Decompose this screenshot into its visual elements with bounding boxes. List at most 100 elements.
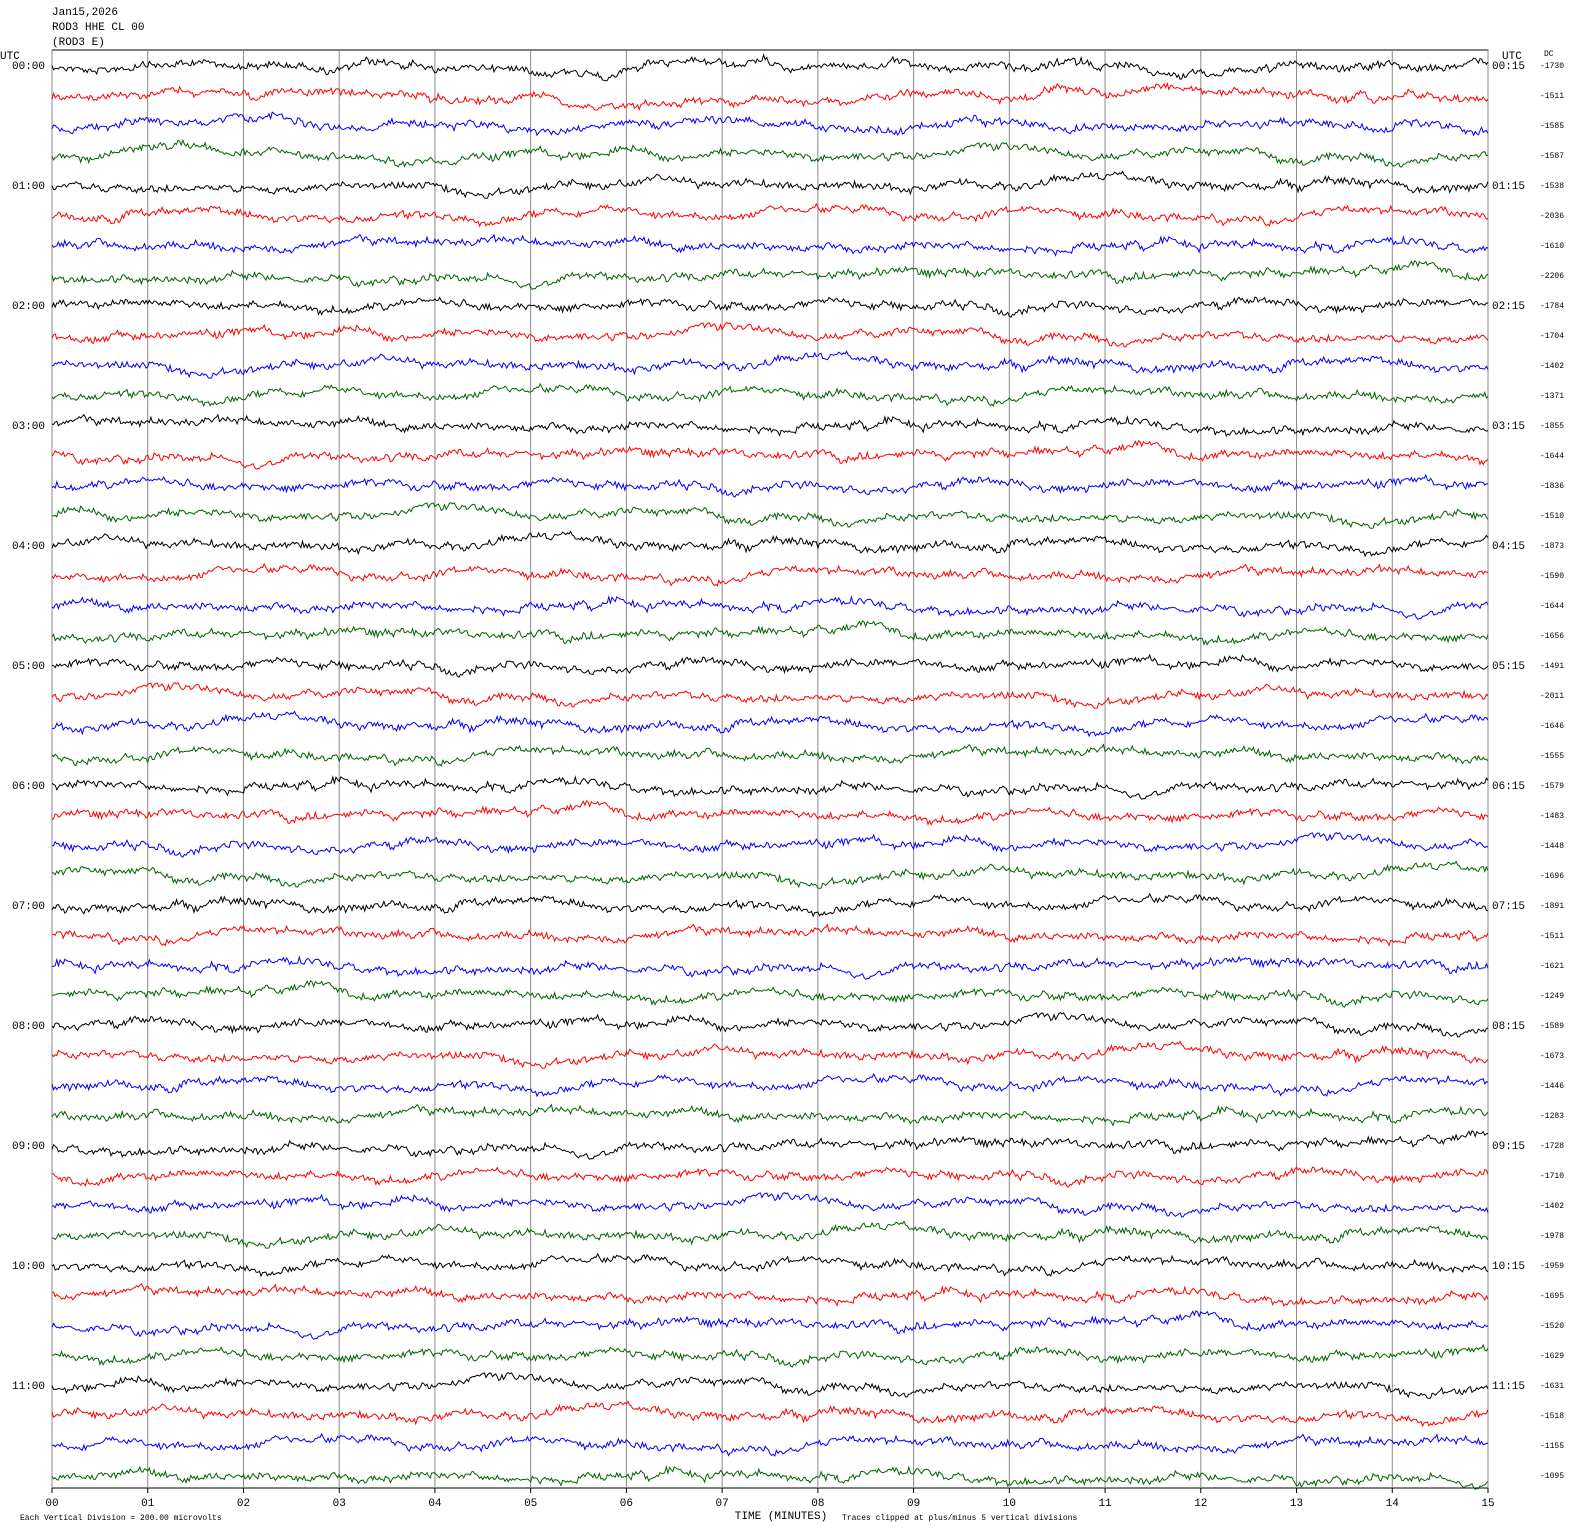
channel: (ROD3 E) (52, 37, 105, 49)
dc-value: -1520 (1540, 1322, 1564, 1331)
dc-value: -2206 (1540, 272, 1564, 281)
trace (51, 1400, 1489, 1428)
right-time: 06:15 (1492, 781, 1525, 793)
x-label: TIME (MINUTES) (735, 1511, 827, 1523)
left-time: 07:00 (12, 901, 45, 913)
right-time: 07:15 (1492, 901, 1525, 913)
station: ROD3 HHE CL 00 (52, 22, 144, 34)
dc-value: -1587 (1540, 152, 1564, 161)
x-tick-label: 11 (1098, 1498, 1112, 1510)
dc-value: -1511 (1540, 932, 1564, 941)
left-unit: UTC (0, 51, 20, 63)
left-time: 00:00 (12, 61, 45, 73)
dc-value: -1579 (1540, 782, 1564, 791)
dc-value: -2011 (1540, 692, 1564, 701)
trace (51, 1432, 1489, 1457)
trace (51, 473, 1488, 498)
left-time: 10:00 (12, 1261, 45, 1273)
dc-value: -1695 (1540, 1292, 1564, 1301)
dc-value: -1978 (1540, 1232, 1564, 1241)
trace (51, 619, 1489, 646)
left-time: 05:00 (12, 661, 45, 673)
trace (51, 1252, 1489, 1278)
dc-value: -1710 (1540, 1172, 1564, 1181)
left-time: 09:00 (12, 1141, 45, 1153)
left-time: 06:00 (12, 781, 45, 793)
left-time: 08:00 (12, 1021, 45, 1033)
x-tick-label: 09 (907, 1498, 920, 1510)
dc-value: -1402 (1540, 1202, 1564, 1211)
right-time: 08:15 (1492, 1021, 1525, 1033)
dc-unit: DC (1544, 50, 1554, 59)
trace (51, 259, 1489, 290)
trace (51, 1103, 1489, 1127)
trace (51, 413, 1489, 437)
dc-value: -1446 (1540, 1082, 1564, 1091)
dc-value: -1610 (1540, 242, 1564, 251)
dc-value: -1873 (1540, 542, 1564, 551)
dc-value: -1959 (1540, 1262, 1564, 1271)
dc-value: -1249 (1540, 992, 1564, 1001)
trace (51, 439, 1489, 470)
trace (51, 1011, 1489, 1038)
dc-value: -1855 (1540, 422, 1564, 431)
dc-value: -1402 (1540, 362, 1564, 371)
x-tick-label: 12 (1194, 1498, 1207, 1510)
x-tick-label: 08 (811, 1498, 824, 1510)
trace (51, 1040, 1489, 1069)
x-tick-label: 04 (428, 1498, 442, 1510)
trace (51, 1129, 1489, 1160)
trace (51, 202, 1489, 228)
dc-value: -1728 (1540, 1142, 1564, 1151)
x-tick-label: 07 (716, 1498, 729, 1510)
trace (51, 321, 1489, 348)
dc-value: -1483 (1540, 812, 1564, 821)
right-unit: UTC (1502, 51, 1522, 63)
dc-value: -1589 (1540, 1022, 1564, 1031)
plot-frame (51, 49, 1489, 1489)
left-time: 03:00 (12, 421, 45, 433)
dc-value: -1155 (1540, 1442, 1564, 1451)
dc-value: -1784 (1540, 302, 1564, 311)
dc-value: -1511 (1540, 92, 1564, 101)
trace (51, 382, 1489, 408)
dc-value: -1283 (1540, 1112, 1564, 1121)
trace (51, 831, 1489, 858)
trace (51, 892, 1489, 918)
trace (51, 1191, 1489, 1218)
dc-value: -1644 (1540, 602, 1564, 611)
trace (51, 350, 1489, 379)
trace (51, 501, 1489, 529)
left-time: 01:00 (12, 181, 45, 193)
trace (51, 1072, 1489, 1098)
trace (51, 979, 1489, 1008)
dc-value: -2036 (1540, 212, 1564, 221)
footer-right: Traces clipped at plus/minus 5 vertical … (842, 1514, 1077, 1523)
trace (51, 653, 1489, 678)
right-time: 09:15 (1492, 1141, 1525, 1153)
x-tick-label: 02 (237, 1498, 250, 1510)
trace (51, 530, 1489, 558)
x-tick-label: 06 (620, 1498, 633, 1510)
right-time: 04:15 (1492, 541, 1525, 553)
trace (51, 1166, 1489, 1188)
trace (51, 111, 1489, 137)
trace (51, 562, 1489, 587)
dc-value: -1836 (1540, 482, 1564, 491)
right-time: 00:15 (1492, 61, 1525, 73)
trace (51, 138, 1489, 168)
dc-value: -1555 (1540, 752, 1564, 761)
x-tick-label: 05 (524, 1498, 537, 1510)
trace (51, 595, 1489, 620)
right-time: 03:15 (1492, 421, 1525, 433)
trace (51, 775, 1489, 800)
x-tick-label: 15 (1481, 1498, 1494, 1510)
trace (51, 1465, 1489, 1490)
trace (51, 170, 1489, 199)
right-time: 02:15 (1492, 301, 1525, 313)
dc-value: -1491 (1540, 662, 1564, 671)
dc-value: -1696 (1540, 872, 1564, 881)
right-time: 11:15 (1492, 1381, 1525, 1393)
dc-value: -1891 (1540, 902, 1564, 911)
